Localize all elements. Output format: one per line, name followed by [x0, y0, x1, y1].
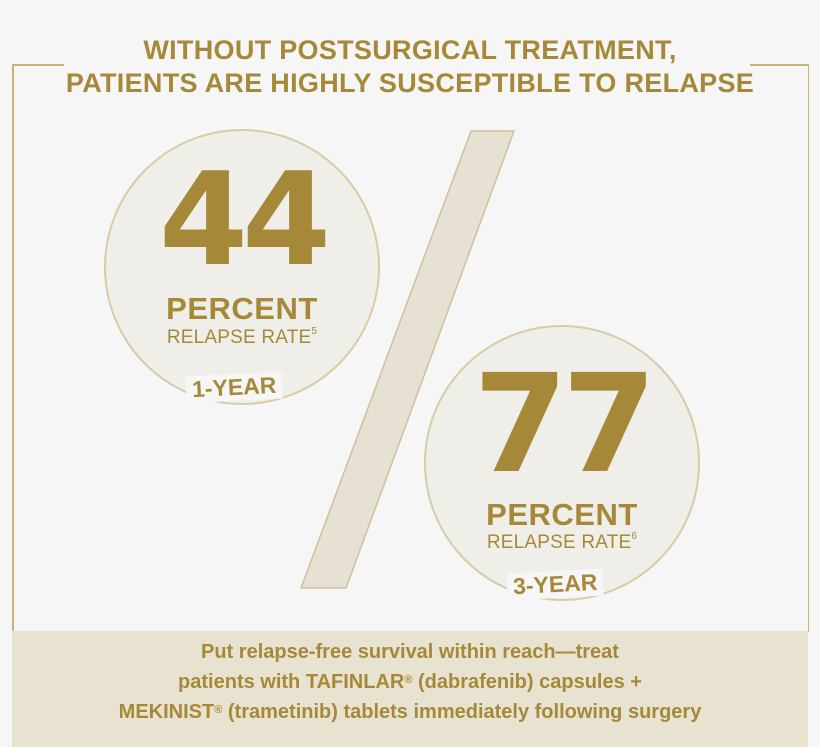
footer-banner: Put relapse-free survival within reach—t… [12, 631, 808, 747]
stat-period-1-year: 1-YEAR [185, 371, 283, 404]
stat-circle-1-year: 44 PERCENT RELAPSE RATE5 [104, 129, 380, 405]
stat-label: RELAPSE RATE6 [426, 531, 698, 554]
footer-line-2-part-a: patients with TAFINLAR [178, 671, 405, 693]
stat-period-3-year: 3-YEAR [506, 568, 604, 601]
footnote-ref: 5 [311, 326, 318, 337]
headline-line-2: PATIENTS ARE HIGHLY SUSCEPTIBLE TO RELAP… [65, 68, 755, 98]
headline: WITHOUT POSTSURGICAL TREATMENT, PATIENTS… [60, 34, 760, 100]
stat-label-text: RELAPSE RATE [486, 532, 632, 553]
percent-slash [299, 130, 516, 589]
headline-line-1: WITHOUT POSTSURGICAL TREATMENT, [143, 35, 677, 65]
registered-mark: ® [404, 674, 413, 686]
footer-line-1: Put relapse-free survival within reach—t… [201, 641, 619, 663]
stat-number: 44 [158, 146, 331, 295]
stat-label-text: RELAPSE RATE [166, 327, 312, 348]
stat-unit: PERCENT [486, 497, 638, 532]
frame-left [12, 64, 14, 632]
registered-mark: ® [214, 704, 223, 716]
footer-line-3: MEKINIST® (trametinib) tablets immediate… [12, 697, 808, 727]
frame-top-left [12, 64, 64, 66]
footer-line-2: patients with TAFINLAR® (dabrafenib) cap… [12, 667, 808, 697]
stat-number: 77 [473, 346, 656, 504]
frame-right [807, 64, 809, 632]
stat-circle-3-year: 77 PERCENT RELAPSE RATE6 [424, 325, 700, 601]
stat-label: RELAPSE RATE5 [106, 326, 378, 349]
stat-unit: PERCENT [166, 291, 318, 326]
footer-line-2-part-b: (dabrafenib) capsules + [412, 671, 642, 693]
footer-text: Put relapse-free survival within reach—t… [12, 637, 808, 727]
footnote-ref: 6 [631, 531, 638, 542]
frame-top-right [750, 64, 809, 66]
footer-line-3-part-a: MEKINIST [118, 701, 215, 723]
footer-line-3-part-b: (trametinib) tablets immediately followi… [222, 701, 702, 723]
